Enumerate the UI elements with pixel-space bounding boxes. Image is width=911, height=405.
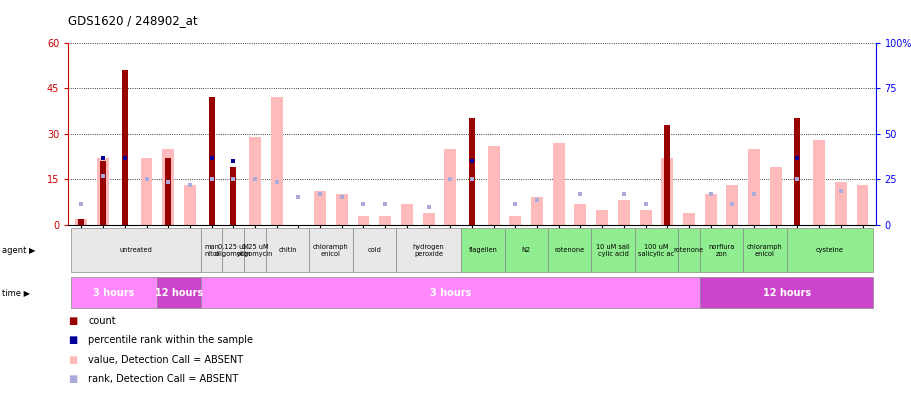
Bar bbox=[699, 228, 742, 273]
Text: man
nitol: man nitol bbox=[204, 243, 219, 257]
Text: 10 uM sali
cylic acid: 10 uM sali cylic acid bbox=[596, 243, 630, 257]
Text: count: count bbox=[88, 316, 116, 326]
Text: N2: N2 bbox=[521, 247, 530, 253]
Bar bbox=[742, 228, 785, 273]
Bar bbox=[70, 228, 200, 273]
Text: value, Detection Call = ABSENT: value, Detection Call = ABSENT bbox=[88, 355, 243, 365]
Bar bbox=[813, 140, 824, 225]
Bar bbox=[634, 228, 678, 273]
Text: untreated: untreated bbox=[119, 247, 152, 253]
Bar bbox=[552, 143, 564, 225]
Bar bbox=[309, 228, 353, 273]
Bar bbox=[590, 228, 634, 273]
Bar bbox=[200, 277, 699, 309]
Bar bbox=[725, 185, 738, 225]
Bar bbox=[747, 149, 759, 225]
Bar bbox=[660, 158, 672, 225]
Bar bbox=[461, 228, 504, 273]
Text: percentile rank within the sample: percentile rank within the sample bbox=[88, 335, 253, 345]
Bar bbox=[422, 213, 434, 225]
Bar bbox=[76, 219, 87, 225]
Text: chloramph
enicol: chloramph enicol bbox=[746, 243, 782, 257]
Bar bbox=[704, 194, 716, 225]
Text: cold: cold bbox=[367, 247, 381, 253]
Bar bbox=[313, 192, 326, 225]
Bar bbox=[184, 185, 196, 225]
Bar bbox=[335, 194, 347, 225]
Text: chitin: chitin bbox=[278, 247, 296, 253]
Bar bbox=[699, 277, 873, 309]
Bar bbox=[639, 210, 650, 225]
Bar bbox=[444, 149, 456, 225]
Bar bbox=[271, 97, 282, 225]
Bar bbox=[504, 228, 548, 273]
Text: ■: ■ bbox=[68, 374, 77, 384]
Bar bbox=[122, 70, 128, 225]
Bar bbox=[78, 219, 85, 225]
Bar bbox=[769, 167, 781, 225]
Bar bbox=[548, 228, 590, 273]
Bar bbox=[162, 149, 174, 225]
Bar bbox=[165, 158, 171, 225]
Bar bbox=[100, 161, 106, 225]
Bar bbox=[617, 200, 630, 225]
Bar bbox=[487, 146, 499, 225]
Bar bbox=[244, 228, 265, 273]
Bar bbox=[834, 182, 845, 225]
Bar bbox=[395, 228, 461, 273]
Text: 3 hours: 3 hours bbox=[429, 288, 470, 298]
Text: flagellen: flagellen bbox=[468, 247, 496, 253]
Bar bbox=[793, 118, 800, 225]
Text: 3 hours: 3 hours bbox=[93, 288, 135, 298]
Bar bbox=[265, 228, 309, 273]
Bar bbox=[249, 137, 261, 225]
Text: 100 uM
salicylic ac: 100 uM salicylic ac bbox=[638, 243, 674, 257]
Bar bbox=[357, 215, 369, 225]
Text: agent ▶: agent ▶ bbox=[2, 245, 36, 255]
Bar bbox=[70, 277, 158, 309]
Bar bbox=[140, 158, 152, 225]
Bar bbox=[158, 277, 200, 309]
Bar bbox=[401, 203, 413, 225]
Bar bbox=[230, 167, 236, 225]
Bar bbox=[222, 228, 244, 273]
Text: rank, Detection Call = ABSENT: rank, Detection Call = ABSENT bbox=[88, 374, 239, 384]
Bar bbox=[785, 228, 873, 273]
Text: GDS1620 / 248902_at: GDS1620 / 248902_at bbox=[68, 14, 198, 27]
Bar bbox=[663, 125, 670, 225]
Bar bbox=[682, 213, 694, 225]
Text: 12 hours: 12 hours bbox=[762, 288, 810, 298]
Bar bbox=[596, 210, 608, 225]
Text: 0.125 uM
oligomycin: 0.125 uM oligomycin bbox=[215, 243, 251, 257]
Text: ■: ■ bbox=[68, 316, 77, 326]
Text: time ▶: time ▶ bbox=[2, 288, 30, 297]
Text: ■: ■ bbox=[68, 335, 77, 345]
Text: chloramph
enicol: chloramph enicol bbox=[312, 243, 348, 257]
Bar bbox=[379, 215, 391, 225]
Text: hydrogen
peroxide: hydrogen peroxide bbox=[413, 243, 444, 257]
Bar bbox=[530, 198, 542, 225]
Bar bbox=[574, 203, 586, 225]
Text: cysteine: cysteine bbox=[815, 247, 843, 253]
Text: 1.25 uM
oligomycin: 1.25 uM oligomycin bbox=[237, 243, 273, 257]
Bar bbox=[468, 118, 475, 225]
Text: 12 hours: 12 hours bbox=[155, 288, 203, 298]
Text: rotenone: rotenone bbox=[554, 247, 584, 253]
Text: rotenone: rotenone bbox=[673, 247, 703, 253]
Bar bbox=[855, 185, 867, 225]
Bar bbox=[509, 215, 521, 225]
Bar bbox=[97, 158, 109, 225]
Bar bbox=[678, 228, 699, 273]
Text: norflura
zon: norflura zon bbox=[708, 243, 734, 257]
Text: ■: ■ bbox=[68, 355, 77, 365]
Bar bbox=[200, 228, 222, 273]
Bar bbox=[209, 97, 214, 225]
Bar bbox=[353, 228, 395, 273]
